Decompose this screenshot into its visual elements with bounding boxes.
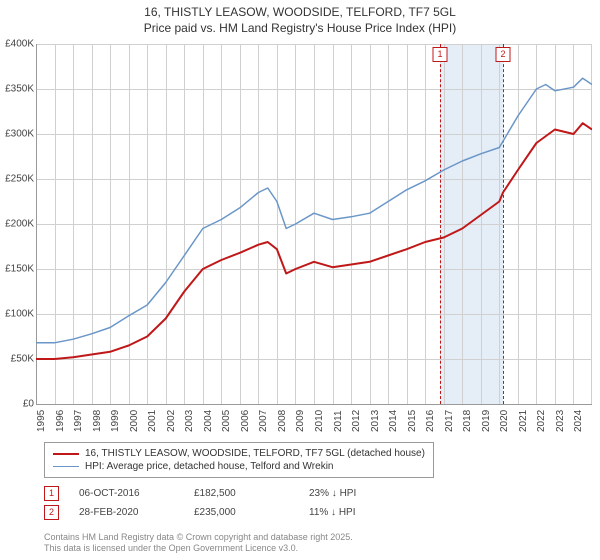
- y-tick-label: £100K: [5, 309, 34, 320]
- x-tick-label: 2021: [518, 410, 529, 432]
- legend-item: 16, THISTLY LEASOW, WOODSIDE, TELFORD, T…: [53, 447, 425, 460]
- legend-label: HPI: Average price, detached house, Telf…: [85, 461, 334, 472]
- x-tick-label: 2004: [203, 410, 214, 432]
- x-tick-label: 2002: [166, 410, 177, 432]
- x-tick-label: 2018: [462, 410, 473, 432]
- sale-note-row: 2 28-FEB-2020 £235,000 11% ↓ HPI: [44, 503, 404, 522]
- y-tick-label: £300K: [5, 129, 34, 140]
- footer-line1: Contains HM Land Registry data © Crown c…: [44, 532, 353, 543]
- sale-note-delta: 11% ↓ HPI: [309, 507, 404, 518]
- sale-note-row: 1 06-OCT-2016 £182,500 23% ↓ HPI: [44, 484, 404, 503]
- legend-swatch: [53, 466, 79, 467]
- x-tick-label: 2001: [147, 410, 158, 432]
- y-tick-label: £350K: [5, 84, 34, 95]
- sale-note-price: £235,000: [194, 507, 289, 518]
- footer: Contains HM Land Registry data © Crown c…: [44, 532, 353, 554]
- title-line2: Price paid vs. HM Land Registry's House …: [0, 20, 600, 36]
- sale-note-date: 06-OCT-2016: [79, 488, 174, 499]
- y-tick-label: £200K: [5, 219, 34, 230]
- x-tick-label: 1996: [55, 410, 66, 432]
- y-tick-label: £150K: [5, 264, 34, 275]
- y-tick-label: £0: [23, 399, 34, 410]
- x-tick-label: 2009: [295, 410, 306, 432]
- x-tick-label: 1997: [73, 410, 84, 432]
- line-svg: [36, 44, 592, 404]
- x-tick-label: 1995: [36, 410, 47, 432]
- chart-container: 16, THISTLY LEASOW, WOODSIDE, TELFORD, T…: [0, 0, 600, 560]
- sale-note-date: 28-FEB-2020: [79, 507, 174, 518]
- x-tick-label: 2020: [499, 410, 510, 432]
- y-tick-label: £400K: [5, 39, 34, 50]
- footer-line2: This data is licensed under the Open Gov…: [44, 543, 353, 554]
- x-tick-label: 2017: [444, 410, 455, 432]
- x-tick-label: 2014: [388, 410, 399, 432]
- x-tick-label: 2023: [555, 410, 566, 432]
- x-tick-label: 2016: [425, 410, 436, 432]
- y-axis: £0£50K£100K£150K£200K£250K£300K£350K£400…: [0, 44, 36, 404]
- legend-item: HPI: Average price, detached house, Telf…: [53, 460, 425, 473]
- y-tick-label: £250K: [5, 174, 34, 185]
- x-tick-label: 2007: [258, 410, 269, 432]
- x-tick-label: 2024: [573, 410, 584, 432]
- x-tick-label: 2010: [314, 410, 325, 432]
- x-tick-label: 2019: [481, 410, 492, 432]
- title-block: 16, THISTLY LEASOW, WOODSIDE, TELFORD, T…: [0, 0, 600, 36]
- y-tick-label: £50K: [11, 354, 34, 365]
- x-tick-label: 2015: [407, 410, 418, 432]
- x-tick-label: 2003: [184, 410, 195, 432]
- x-tick-label: 2000: [129, 410, 140, 432]
- plot-area: 12: [36, 44, 592, 404]
- sale-notes: 1 06-OCT-2016 £182,500 23% ↓ HPI 2 28-FEB-202…: [44, 484, 404, 522]
- x-tick-label: 2008: [277, 410, 288, 432]
- x-tick-label: 2011: [333, 410, 344, 432]
- legend: 16, THISTLY LEASOW, WOODSIDE, TELFORD, T…: [44, 442, 434, 478]
- sale-note-id: 2: [44, 505, 59, 520]
- x-tick-label: 1998: [92, 410, 103, 432]
- x-tick-label: 2005: [221, 410, 232, 432]
- x-tick-label: 1999: [110, 410, 121, 432]
- x-tick-label: 2006: [240, 410, 251, 432]
- sale-note-price: £182,500: [194, 488, 289, 499]
- x-axis: 1995 1996 1997 1998 1999 2000 2001 2002 2003 2004…: [36, 406, 592, 436]
- sale-note-id: 1: [44, 486, 59, 501]
- sale-note-delta: 23% ↓ HPI: [309, 488, 404, 499]
- x-tick-label: 2022: [536, 410, 547, 432]
- series-price_paid: [36, 123, 592, 359]
- legend-swatch: [53, 453, 79, 455]
- x-tick-label: 2013: [370, 410, 381, 432]
- series-hpi: [36, 78, 592, 343]
- x-tick-label: 2012: [351, 410, 362, 432]
- title-line1: 16, THISTLY LEASOW, WOODSIDE, TELFORD, T…: [0, 4, 600, 20]
- legend-label: 16, THISTLY LEASOW, WOODSIDE, TELFORD, T…: [85, 448, 425, 459]
